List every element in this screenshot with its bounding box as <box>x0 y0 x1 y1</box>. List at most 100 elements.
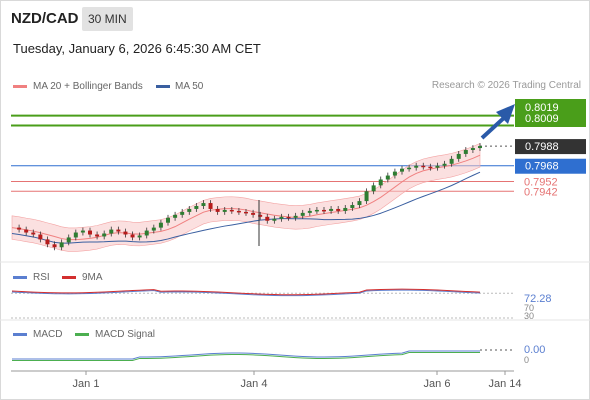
candle-body <box>478 146 482 149</box>
candle-body <box>392 171 397 176</box>
candle-body <box>180 211 185 215</box>
legend-label-rsi: RSI <box>33 272 50 283</box>
candle-body <box>80 230 85 233</box>
rsi-tick-label: 70 <box>524 303 534 313</box>
candle-body <box>322 209 326 212</box>
legend-swatch-ma50 <box>156 85 170 88</box>
candle-body <box>24 229 29 233</box>
candle-body <box>364 191 369 202</box>
candle-body <box>73 232 78 238</box>
candle-body <box>258 214 263 217</box>
candle-body <box>229 209 234 212</box>
macd-value-label: 0.00 <box>524 344 545 356</box>
level-label-box <box>515 158 586 174</box>
candle-body <box>414 165 419 168</box>
bollinger-band <box>11 142 481 252</box>
candle-body <box>109 229 114 234</box>
candle-body <box>95 234 100 237</box>
candle-body <box>470 148 475 151</box>
timeframe-badge[interactable]: 30 MIN <box>82 7 133 31</box>
candle-body <box>343 207 348 211</box>
rsi-line <box>11 289 481 297</box>
candle-body <box>45 239 50 245</box>
candle-body <box>307 210 312 213</box>
candle-body <box>144 230 149 236</box>
candle-body <box>435 165 440 168</box>
macd-tick-label: 0 <box>524 355 529 365</box>
level-label: 0.7988 <box>525 141 559 153</box>
legend-label-ma50: MA 50 <box>175 81 204 92</box>
candle-body <box>194 206 199 209</box>
candle-body <box>286 216 291 219</box>
legend-swatch-rsi <box>13 276 27 279</box>
legend-label-macd-signal: MACD Signal <box>95 329 156 340</box>
candle-body <box>279 216 284 219</box>
candle-body <box>407 167 412 170</box>
candle-body <box>336 208 341 211</box>
candle-body <box>463 150 468 154</box>
candle-body <box>300 212 305 216</box>
candle-body <box>350 205 355 208</box>
legend-label-bollinger: MA 20 + Bollinger Bands <box>33 81 143 92</box>
candle-body <box>215 208 220 212</box>
candle-body <box>137 235 142 238</box>
macd-signal-line <box>12 352 480 361</box>
legend-swatch-bollinger <box>13 85 27 88</box>
candle-body <box>272 218 277 221</box>
rsi-tick-label: 30 <box>524 311 534 321</box>
candle-body <box>293 215 298 218</box>
research-credit: Research © 2026 Trading Central <box>431 80 581 91</box>
candle-body <box>244 211 248 214</box>
candle-body <box>371 185 376 192</box>
candle-body <box>314 209 319 212</box>
candle-body <box>421 165 426 168</box>
candle-body <box>357 201 362 206</box>
candle-body <box>442 163 447 166</box>
level-label: 0.8009 <box>525 113 559 125</box>
candle-body <box>66 237 71 243</box>
candle-body <box>116 229 121 232</box>
candle-body <box>173 214 178 218</box>
candle-body <box>31 232 36 235</box>
legend-swatch-macd <box>13 333 27 336</box>
forecast-arrow-shaft <box>480 114 508 140</box>
candle-body <box>123 231 128 235</box>
resistance-label-box <box>515 99 586 127</box>
candle-body <box>17 227 22 230</box>
candle-body <box>158 222 163 228</box>
candle-body <box>52 244 57 248</box>
candle-body <box>329 208 334 211</box>
ma50-line <box>11 171 481 244</box>
level-label: 0.7942 <box>524 186 558 198</box>
macd-line <box>12 350 480 360</box>
x-axis-tick-label: Jan 6 <box>424 378 451 390</box>
candle-body <box>385 175 390 180</box>
rsi-value-label: 72.28 <box>524 293 552 305</box>
timestamp: Tuesday, January 6, 2026 6:45:30 AM CET <box>13 41 261 56</box>
candle-body <box>166 217 170 223</box>
x-axis-tick-label: Jan 14 <box>488 378 521 390</box>
candle-body <box>378 179 383 186</box>
candle-body <box>222 209 227 212</box>
legend-swatch-rsi-ma <box>62 276 76 279</box>
candle-body <box>151 227 156 231</box>
candle-body <box>236 210 241 213</box>
candle-body <box>208 203 213 209</box>
pair-title: NZD/CAD <box>11 10 79 27</box>
legend-label-macd: MACD <box>33 329 63 340</box>
level-label-box <box>515 139 586 155</box>
forecast-arrowhead <box>496 104 515 124</box>
x-axis-tick-label: Jan 1 <box>73 378 100 390</box>
candle-body <box>59 242 64 248</box>
x-axis-tick-label: Jan 4 <box>241 378 268 390</box>
level-label: 0.7968 <box>525 161 559 173</box>
candle-body <box>187 208 192 212</box>
level-label: 0.7952 <box>524 176 558 188</box>
rsi-ma-line <box>11 288 481 296</box>
candle-body <box>251 212 256 215</box>
legend-swatch-macd-signal <box>75 333 89 336</box>
candle-body <box>201 203 206 207</box>
candle-body <box>449 158 454 164</box>
candle-body <box>130 234 135 238</box>
candle-body <box>88 230 92 235</box>
